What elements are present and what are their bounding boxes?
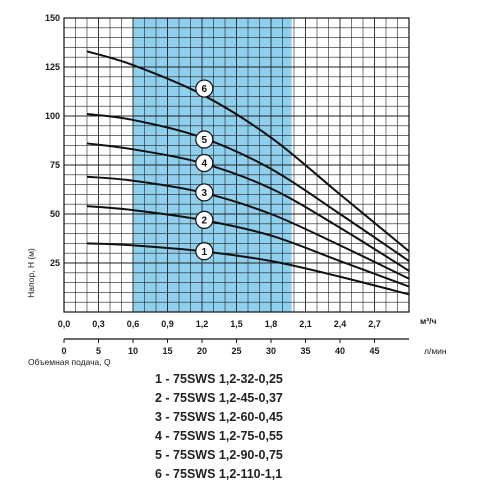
y-axis-title: Напор, H (м) [26, 248, 36, 298]
curve-label-3: 3 [202, 188, 208, 199]
legend-item-3: 3 - 75SWS 1,2-60-0,45 [155, 410, 283, 424]
y-tick-label: 75 [50, 160, 60, 170]
curve-label-5: 5 [202, 135, 208, 146]
series-line-5 [86, 113, 410, 262]
x-tick-label: 2,7 [368, 319, 381, 329]
curve-label-circle-4 [195, 153, 214, 173]
x-tick-label: 0,3 [92, 319, 105, 329]
x-unit-label: м³/ч [420, 316, 436, 326]
x2-tick-label: 45 [369, 346, 379, 356]
series-line-1 [86, 242, 410, 296]
legend-item-2: 2 - 75SWS 1,2-45-0,37 [155, 391, 283, 405]
y-tick-label: 50 [50, 209, 60, 219]
legend-item-6: 6 - 75SWS 1,2-110-1,1 [155, 467, 283, 481]
series-line-3 [86, 175, 410, 280]
x2-tick-label: 30 [266, 346, 276, 356]
x-tick-label: 0,0 [58, 319, 71, 329]
x-tick-label: 1,8 [265, 319, 278, 329]
x2-tick-label: 25 [231, 346, 241, 356]
y-tick-label: 125 [45, 62, 60, 72]
x-tick-label: 1,5 [230, 319, 243, 329]
curve-label-circle-6 [195, 79, 214, 98]
series-line-6 [86, 50, 410, 253]
plot-frame [63, 17, 410, 313]
x2-tick-label: 5 [96, 346, 101, 356]
legend-item-1: 1 - 75SWS 1,2-32-0,25 [155, 372, 283, 386]
curve-label-circle-3 [195, 183, 214, 202]
x2-unit-label: л/мин [424, 346, 447, 356]
curve-label-6: 6 [202, 84, 208, 95]
legend-item-4: 4 - 75SWS 1,2-75-0,55 [155, 429, 283, 443]
curve-label-circle-2 [195, 210, 214, 229]
x-tick-label: 1,2 [196, 319, 209, 329]
legend-item-5: 5 - 75SWS 1,2-90-0,75 [155, 448, 283, 462]
x2-tick-label: 10 [128, 346, 138, 356]
curve-label-1: 1 [202, 247, 208, 258]
curve-label-4: 4 [202, 159, 208, 170]
x-tick-label: 0,9 [161, 319, 174, 329]
y-tick-label: 25 [50, 258, 60, 268]
y-tick-label: 100 [45, 111, 60, 121]
y-tick-label: 150 [45, 13, 60, 23]
x2-tick-label: 35 [300, 346, 310, 356]
x-tick-label: 2,4 [334, 319, 347, 329]
x-tick-label: 0,6 [127, 319, 140, 329]
x-tick-label: 2,1 [299, 319, 312, 329]
x-axis-title: Объемная подача, Q [28, 357, 111, 367]
curve-label-circle-5 [195, 130, 214, 149]
series-line-4 [86, 142, 410, 272]
x2-tick-label: 0 [61, 346, 66, 356]
x2-tick-label: 15 [162, 346, 172, 356]
x2-tick-label: 20 [197, 346, 207, 356]
series-line-2 [86, 205, 410, 288]
curve-label-2: 2 [202, 215, 208, 226]
curve-label-circle-1 [195, 242, 214, 261]
x2-tick-label: 40 [335, 346, 345, 356]
